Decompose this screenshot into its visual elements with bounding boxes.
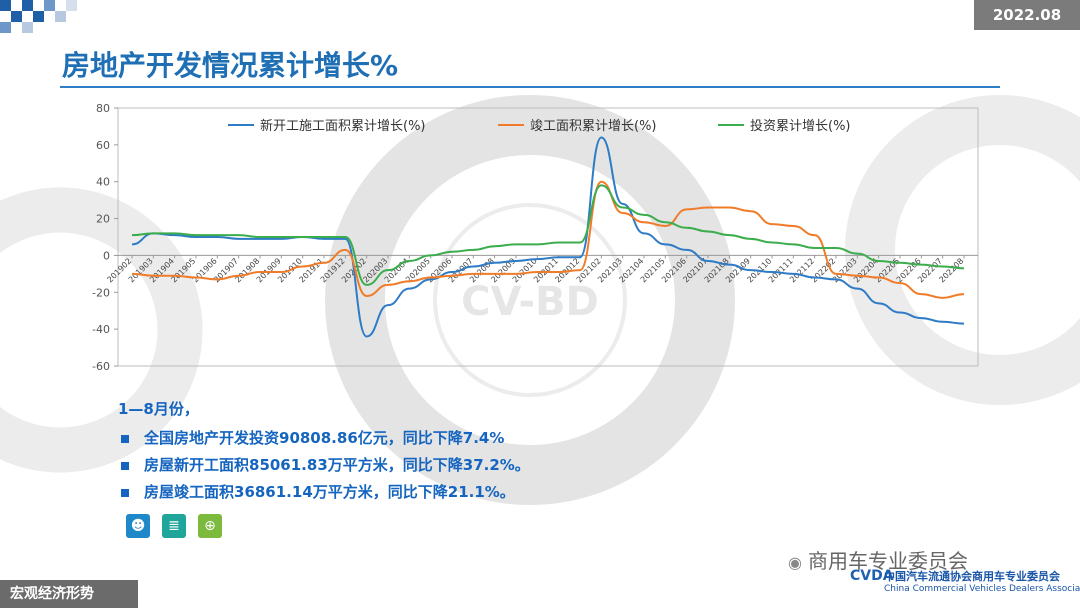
page-title: 房地产开发情况累计增长%: [62, 49, 399, 82]
y-tick-label: 20: [96, 213, 110, 226]
title-underline: [60, 86, 1000, 88]
person-icon: ☻: [126, 514, 150, 538]
wechat-account: ◉ 商用车专业委员会: [788, 549, 968, 573]
line-chart: 806040200-20-40-602019022019032019042019…: [92, 102, 979, 373]
bullet-square-icon: [121, 489, 129, 497]
notes-list: 全国房地产开发投资90808.86亿元，同比下降7.4% 房屋新开工面积8506…: [118, 425, 530, 506]
association-name-en: China Commercial Vehicles Dealers Associ…: [884, 584, 1080, 594]
y-tick-label: -60: [92, 360, 110, 373]
y-tick-label: 40: [96, 176, 110, 189]
section-label: 宏观经济形势: [0, 580, 138, 608]
y-tick-label: -40: [92, 323, 110, 336]
list-item: 全国房地产开发投资90808.86亿元，同比下降7.4%: [118, 425, 530, 452]
list-item: 房屋新开工面积85061.83万平方米，同比下降37.2%。: [118, 452, 530, 479]
header-decoration: [0, 0, 77, 33]
bullet-square-icon: [121, 435, 129, 443]
y-tick-label: 0: [103, 249, 110, 262]
notes-lead: 1—8月份，: [118, 400, 199, 418]
y-tick-label: 60: [96, 139, 110, 152]
association-name-cn: 中国汽车流通协会商用车专业委员会: [884, 570, 1060, 583]
icon-row: ☻ ≣ ⊕: [126, 514, 222, 538]
y-tick-label: 80: [96, 102, 110, 115]
bullet-square-icon: [121, 462, 129, 470]
cvda-logo-icon: CVDA: [850, 568, 894, 584]
series-line: [131, 184, 965, 286]
summary-notes: 1—8月份， 全国房地产开发投资90808.86亿元，同比下降7.4% 房屋新开…: [118, 398, 530, 506]
wechat-icon: ◉: [788, 553, 802, 572]
plot-area: [117, 107, 979, 367]
y-tick-label: -20: [92, 286, 110, 299]
legend-label: 新开工施工面积累计增长(%): [260, 118, 426, 134]
cart-icon: ⊕: [198, 514, 222, 538]
coins-icon: ≣: [162, 514, 186, 538]
series-line: [131, 180, 965, 299]
legend-label: 投资累计增长(%): [750, 118, 851, 134]
report-date: 2022.08: [974, 0, 1080, 30]
legend-label: 竣工面积累计增长(%): [530, 119, 657, 134]
series-line: [131, 136, 965, 338]
list-item: 房屋竣工面积36861.14万平方米，同比下降21.1%。: [118, 479, 530, 506]
